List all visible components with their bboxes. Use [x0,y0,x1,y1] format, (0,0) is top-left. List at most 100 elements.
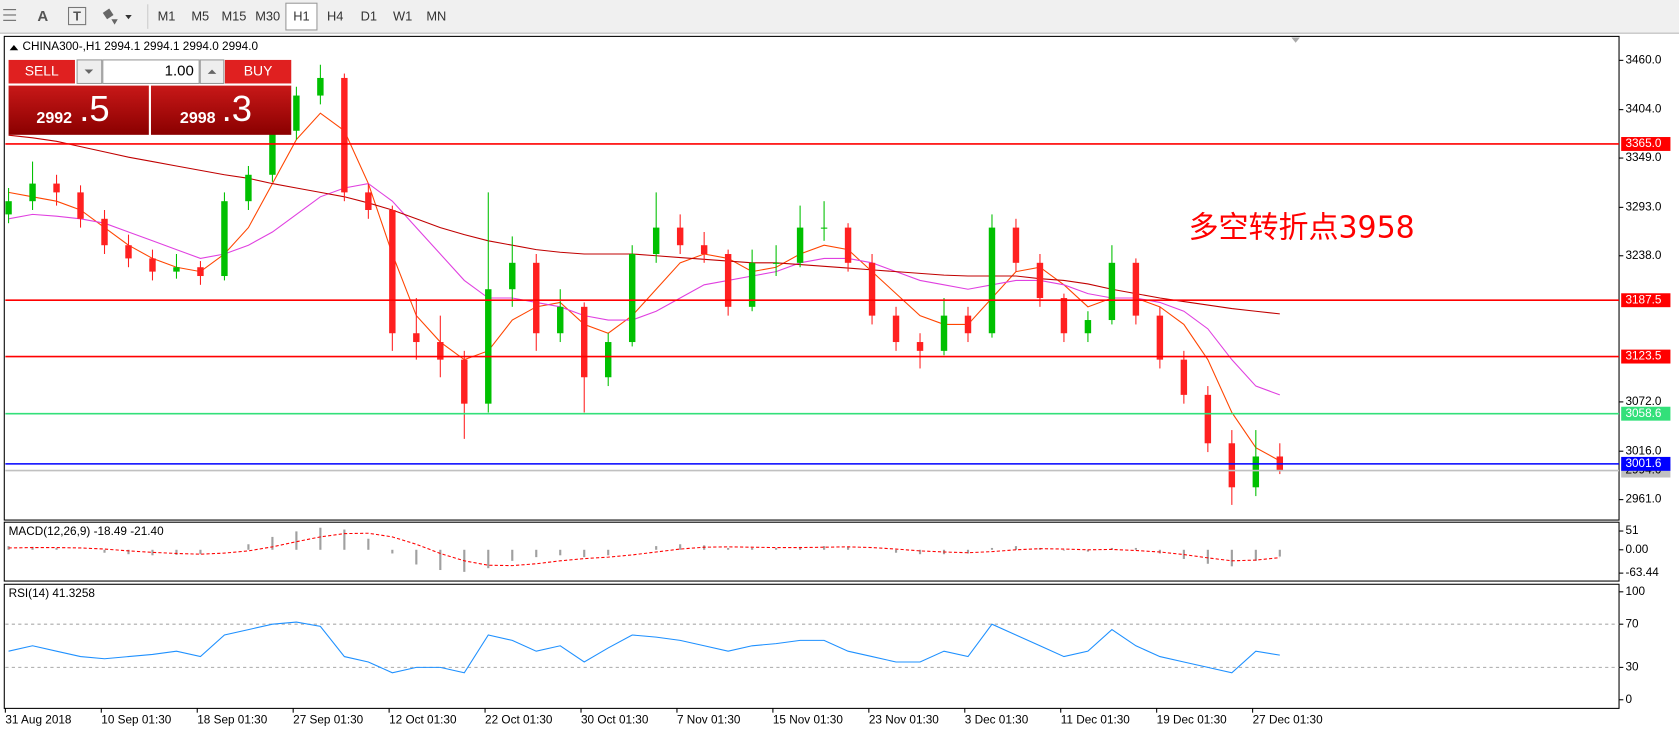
candle-body [5,201,12,215]
level-label: 3123.5 [1625,350,1661,363]
macd-bar [1206,549,1209,564]
timeframe-button[interactable]: MN [426,9,446,24]
sell-label[interactable]: SELL [25,62,59,78]
buy-label[interactable]: BUY [244,62,273,78]
timeframe-button[interactable]: H4 [327,9,343,24]
macd-bar [1110,547,1113,550]
timeframe-button[interactable]: D1 [361,9,377,24]
timeframe-button[interactable]: M30 [255,9,280,24]
shift-marker [1291,37,1300,43]
level-label: 3001.6 [1625,457,1661,470]
macd-bar [415,549,418,565]
ask-fraction[interactable]: .3 [222,88,252,129]
chart-window [3,35,1620,709]
x-tick-label: 27 Dec 01:30 [1253,713,1323,726]
macd-bar [727,547,730,550]
main-header: CHINA300-,H1 2994.1 2994.1 2994.0 2994.0 [9,40,259,53]
candle-body [796,227,804,263]
objects-tool[interactable] [102,8,132,25]
volume[interactable]: 1.00 [165,63,194,80]
y-tick-label: 51 [1625,524,1638,537]
macd-bar [918,549,922,555]
x-tick-label: 12 Oct 01:30 [389,713,457,726]
macd-bar [559,549,562,556]
candle-body [77,192,84,219]
candle-body [245,174,252,202]
label-tool[interactable]: T [73,9,81,24]
y-tick-label: 0 [1625,693,1632,706]
active-timeframe[interactable] [285,2,318,31]
macd-bar [487,549,490,569]
candle-body [1036,262,1044,299]
macd-bar [679,544,682,550]
candle-body [1180,359,1188,395]
timeframe-button[interactable]: H1 [293,9,309,24]
candle-body [413,333,420,343]
timeframe-button[interactable]: M5 [191,9,209,24]
macd-bar [799,546,802,550]
macd-bar [894,549,898,553]
timeframe-button[interactable]: M15 [221,9,246,24]
bid-box[interactable] [8,85,149,135]
candle-body [1132,262,1140,316]
y-tick-label: 2961.0 [1625,493,1661,506]
bid-fraction[interactable]: .5 [79,88,109,129]
collapse-icon[interactable] [9,44,19,51]
ask-box[interactable] [150,85,292,135]
candle-body [317,77,324,96]
candle-body [652,227,660,255]
candle-body [1108,262,1116,321]
x-tick-label: 18 Sep 01:30 [197,713,267,726]
timeframe-button[interactable]: M1 [158,9,176,24]
macd-bar [607,549,610,556]
menu-icon[interactable] [3,9,17,21]
bid-price[interactable]: 2992 [36,109,72,127]
volume-box[interactable] [102,59,200,85]
symbol-title: CHINA300-,H1 2994.1 2994.1 2994.0 2994.0 [22,40,258,53]
candle-body [772,262,780,264]
macd-bar [1014,546,1018,550]
macd-bar [151,549,154,556]
candle-body [1252,456,1260,488]
candle-body [269,130,276,175]
macd-bar [1278,549,1281,557]
y-tick-label: -63.44 [1625,566,1659,579]
level-label-box [1621,349,1671,364]
candle-body [628,254,636,343]
candle-body [700,245,708,255]
y-tick-label: 3293.0 [1625,200,1661,213]
macd-bar [55,547,58,550]
candle-body [844,227,852,263]
candle-body [676,227,684,246]
candle-body [509,262,516,290]
candle-body [604,342,612,378]
candle-body [341,77,348,193]
y-tick-label: 100 [1625,585,1645,598]
x-tick-label: 19 Dec 01:30 [1157,713,1227,726]
macd-bar [7,546,10,550]
buy-button[interactable] [224,59,292,84]
candle-body [581,306,588,378]
macd-bar [1134,547,1137,550]
y-tick-label: 3404.0 [1625,103,1661,116]
macd-bar [103,549,106,553]
candle-body [53,183,60,193]
level-label-box [1621,456,1671,471]
candle-body [964,315,972,334]
rsi-panel [3,583,1620,709]
candle-body [293,95,300,131]
plot-layer: 3460.0 3404.0 3349.0 3293.0 3238.0 3072.0 3016… [4,53,1671,726]
macd-bar [823,546,826,550]
level-label: 3058.6 [1625,407,1661,420]
text-tool[interactable]: A [37,8,48,25]
sell-button[interactable] [8,59,75,84]
label-tool-frame[interactable] [67,6,87,26]
ask-price[interactable]: 2998 [180,109,216,127]
up-arrow [207,69,217,74]
macd-bar [439,549,442,571]
y-tick-label: 3016.0 [1625,444,1661,457]
timeframe-button[interactable]: W1 [393,9,412,24]
macd-bar [367,538,370,550]
